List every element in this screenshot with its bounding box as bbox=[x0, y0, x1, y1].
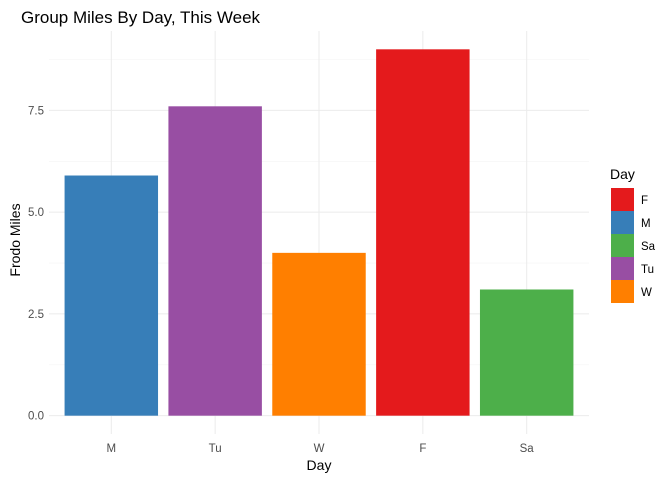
legend-label: F bbox=[641, 195, 648, 207]
x-tick-label: F bbox=[419, 443, 426, 455]
legend-label: W bbox=[641, 287, 652, 299]
bar-m bbox=[64, 175, 159, 416]
x-tick-label: W bbox=[314, 443, 325, 455]
legend-label: Tu bbox=[641, 264, 654, 276]
legend: Day FM Sa Tu W bbox=[610, 166, 656, 303]
y-tick-label: 2.5 bbox=[28, 309, 44, 321]
bars bbox=[64, 49, 574, 416]
x-axis-title: Day bbox=[307, 457, 332, 473]
y-tick-labels: 0.0 2.5 5.0 7.5 bbox=[28, 105, 44, 422]
x-tick-label: M bbox=[107, 443, 117, 455]
chart-title: Group Miles By Day, This Week bbox=[21, 8, 261, 27]
bar-sa bbox=[479, 289, 574, 416]
y-tick-label: 7.5 bbox=[28, 105, 44, 117]
bar-w bbox=[272, 252, 366, 416]
legend-key-tu bbox=[611, 257, 634, 280]
legend-key-sa bbox=[611, 234, 634, 257]
legend-label: Sa bbox=[641, 241, 656, 253]
legend-key-f bbox=[611, 188, 634, 211]
x-tick-labels: M Tu W F Sa bbox=[107, 443, 535, 455]
x-tick-label: Tu bbox=[209, 443, 222, 455]
y-tick-label: 0.0 bbox=[28, 411, 44, 423]
bar-f bbox=[376, 49, 470, 416]
legend-label: M bbox=[641, 218, 651, 230]
y-axis-title: Frodo Miles bbox=[7, 203, 23, 276]
y-tick-label: 5.0 bbox=[28, 207, 44, 219]
bar-tu bbox=[168, 106, 262, 416]
x-tick-label: Sa bbox=[520, 443, 535, 455]
legend-key-m bbox=[611, 211, 634, 234]
legend-title: Day bbox=[610, 166, 635, 182]
legend-key-w bbox=[611, 280, 634, 303]
